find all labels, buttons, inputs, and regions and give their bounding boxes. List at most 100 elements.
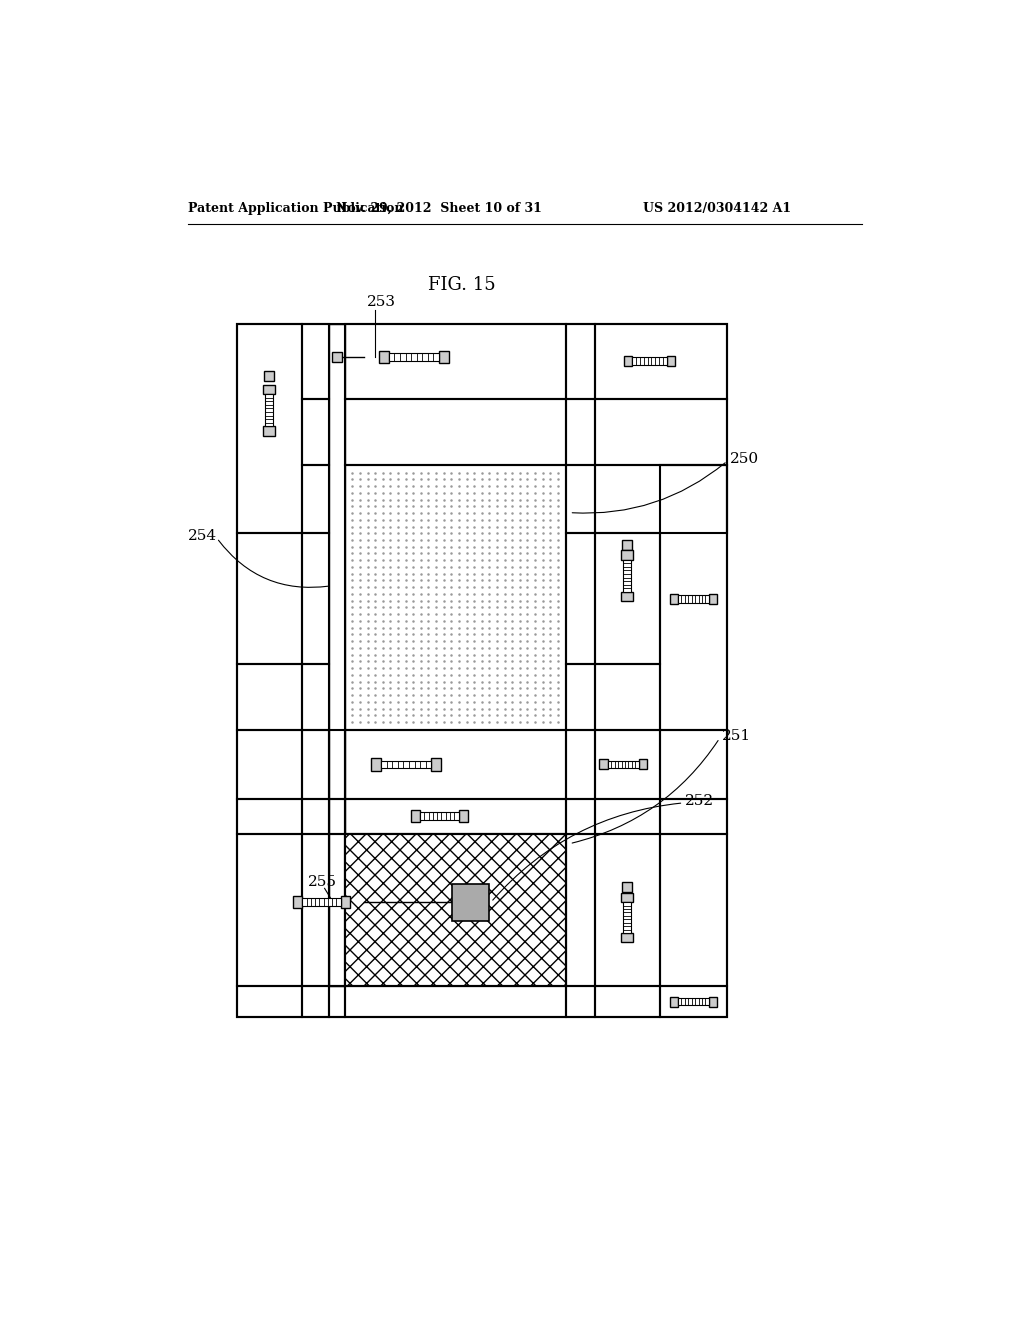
- Bar: [595, 986, 660, 1016]
- Bar: [371, 758, 381, 771]
- Text: FIG. 15: FIG. 15: [428, 276, 496, 294]
- Text: 251: 251: [722, 729, 751, 743]
- Bar: [301, 799, 330, 834]
- Bar: [345, 323, 565, 399]
- Bar: [622, 591, 633, 601]
- Bar: [345, 465, 565, 730]
- Bar: [595, 323, 727, 399]
- Bar: [301, 730, 330, 799]
- Bar: [301, 465, 330, 533]
- Bar: [411, 810, 420, 822]
- Bar: [599, 759, 608, 770]
- Bar: [709, 997, 717, 1007]
- Bar: [345, 799, 565, 834]
- Bar: [293, 896, 302, 908]
- Bar: [595, 465, 727, 533]
- Bar: [459, 810, 468, 822]
- Bar: [265, 395, 273, 426]
- Bar: [624, 903, 631, 933]
- Bar: [237, 664, 301, 730]
- Bar: [330, 799, 345, 834]
- Bar: [660, 465, 727, 730]
- Bar: [595, 799, 660, 834]
- Bar: [565, 986, 595, 1016]
- Bar: [660, 730, 727, 799]
- Text: 254: 254: [188, 529, 217, 543]
- Bar: [678, 595, 709, 603]
- Bar: [330, 730, 345, 799]
- Text: Nov. 29, 2012  Sheet 10 of 31: Nov. 29, 2012 Sheet 10 of 31: [336, 202, 542, 215]
- Bar: [632, 358, 667, 364]
- Bar: [330, 323, 345, 986]
- Bar: [660, 986, 727, 1016]
- Bar: [345, 399, 565, 465]
- Bar: [301, 664, 330, 730]
- Bar: [565, 730, 595, 799]
- Bar: [301, 323, 330, 399]
- Text: 253: 253: [367, 294, 396, 309]
- Bar: [379, 351, 389, 363]
- Bar: [624, 355, 632, 367]
- Bar: [341, 896, 350, 908]
- Bar: [595, 664, 660, 730]
- Bar: [608, 760, 639, 768]
- Bar: [301, 399, 330, 465]
- Bar: [595, 730, 660, 799]
- Bar: [622, 892, 633, 903]
- Bar: [565, 664, 595, 730]
- Bar: [670, 594, 678, 603]
- Text: Patent Application Publication: Patent Application Publication: [188, 202, 403, 215]
- Bar: [431, 758, 441, 771]
- Text: 252: 252: [685, 795, 714, 808]
- Bar: [595, 834, 660, 986]
- Bar: [389, 354, 439, 360]
- Bar: [678, 998, 709, 1006]
- Bar: [565, 533, 595, 664]
- Bar: [622, 933, 633, 942]
- Text: 255: 255: [307, 875, 337, 890]
- Bar: [667, 355, 676, 367]
- Bar: [670, 997, 678, 1007]
- Bar: [639, 759, 647, 770]
- Bar: [302, 899, 341, 906]
- Bar: [301, 834, 330, 986]
- Bar: [264, 371, 274, 380]
- Bar: [345, 986, 565, 1016]
- Bar: [622, 550, 633, 560]
- Bar: [660, 799, 727, 834]
- Bar: [565, 399, 595, 465]
- Bar: [623, 540, 632, 550]
- Bar: [237, 323, 727, 1016]
- Text: 250: 250: [730, 451, 759, 466]
- Bar: [565, 323, 595, 399]
- Bar: [660, 834, 727, 986]
- Bar: [565, 799, 595, 834]
- Bar: [237, 730, 301, 799]
- Bar: [301, 533, 330, 664]
- Bar: [237, 323, 301, 533]
- Bar: [330, 986, 345, 1016]
- Bar: [623, 882, 632, 892]
- Bar: [330, 834, 345, 986]
- Bar: [345, 730, 565, 799]
- Bar: [237, 986, 301, 1016]
- Bar: [565, 465, 595, 533]
- Bar: [452, 884, 488, 921]
- Bar: [237, 533, 301, 664]
- Bar: [624, 560, 631, 591]
- Bar: [301, 986, 330, 1016]
- Bar: [595, 399, 727, 465]
- Bar: [595, 533, 660, 664]
- Bar: [263, 385, 274, 395]
- Text: US 2012/0304142 A1: US 2012/0304142 A1: [643, 202, 791, 215]
- Bar: [565, 834, 595, 986]
- Bar: [439, 351, 449, 363]
- Bar: [345, 834, 565, 986]
- Bar: [345, 834, 565, 986]
- Bar: [263, 426, 274, 436]
- Bar: [381, 760, 431, 768]
- Bar: [709, 594, 717, 603]
- Bar: [237, 834, 301, 986]
- Bar: [332, 352, 342, 362]
- Bar: [237, 799, 301, 834]
